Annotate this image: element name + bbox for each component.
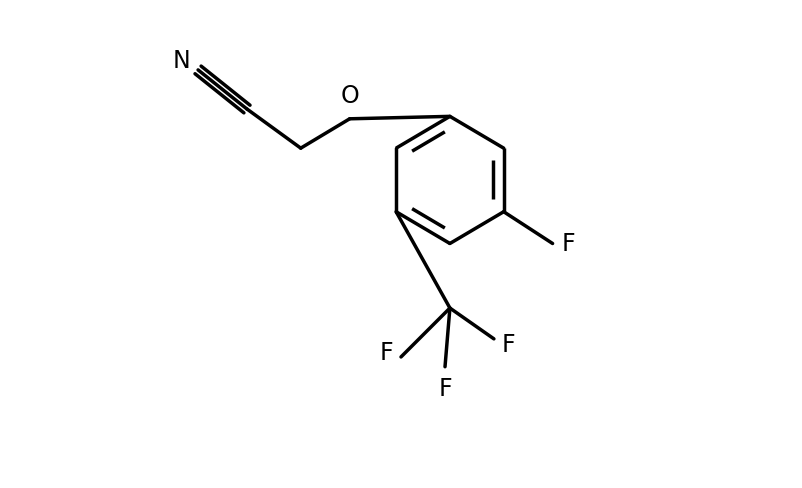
Text: F: F: [438, 376, 452, 400]
Text: F: F: [380, 340, 394, 365]
Text: F: F: [501, 332, 515, 356]
Text: O: O: [340, 83, 359, 107]
Text: N: N: [173, 49, 191, 73]
Text: F: F: [561, 232, 575, 256]
